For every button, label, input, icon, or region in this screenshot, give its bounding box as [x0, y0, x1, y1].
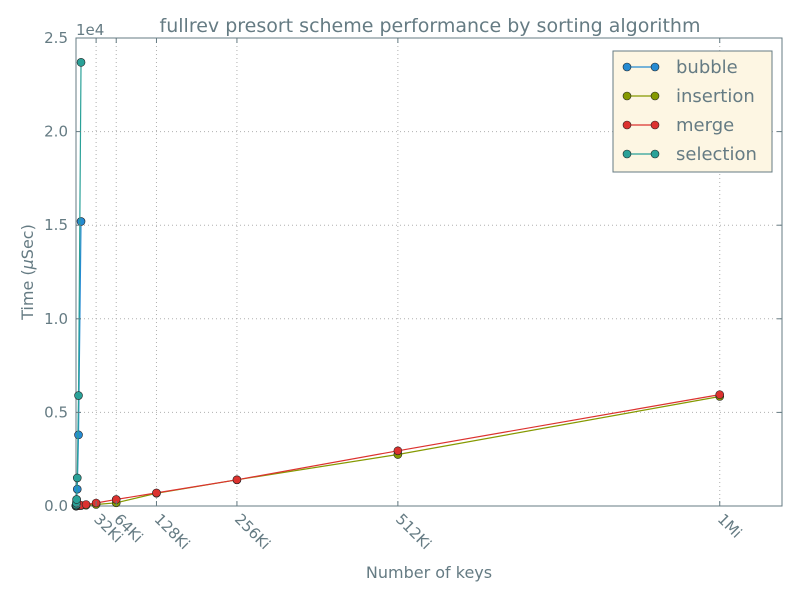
y-axis-label: Time (μSec) [18, 224, 37, 321]
chart-title: fullrev presort scheme performance by so… [160, 15, 701, 37]
legend-label: merge [676, 115, 734, 136]
legend-marker [650, 62, 660, 72]
legend-label: bubble [676, 57, 738, 78]
legend-marker [622, 120, 632, 130]
legend-box [612, 50, 773, 173]
legend-entry-bubble: bubble [622, 57, 738, 78]
legend-marker [650, 120, 660, 130]
y-tick-label: 0.5 [44, 403, 68, 421]
data-point-bubble [76, 217, 86, 226]
x-axis-label: Number of keys [366, 563, 492, 582]
legend-marker [622, 62, 632, 72]
legend-marker [622, 91, 632, 101]
legend-label: insertion [676, 86, 755, 107]
legend-marker [650, 149, 660, 159]
y-tick-label: 1.0 [44, 310, 68, 328]
y-exponent-label: 1e4 [76, 21, 104, 39]
legend-marker [622, 149, 632, 159]
y-tick-label: 1.5 [44, 216, 68, 234]
data-point-merge [232, 475, 242, 485]
legend-label: selection [676, 144, 757, 165]
data-point-selection [72, 495, 81, 504]
y-tick-label: 0.0 [44, 497, 68, 515]
legend-marker [650, 91, 660, 101]
legend: bubble insertion merge selection [612, 50, 773, 173]
data-point-merge [393, 446, 403, 456]
y-axis-label-prefix: Time ( [18, 269, 37, 320]
data-point-selection [76, 58, 86, 67]
data-point-selection [74, 391, 83, 400]
legend-entry-insertion: insertion [622, 86, 755, 107]
data-point-selection [72, 473, 82, 483]
y-tick-label: 2.5 [44, 29, 68, 47]
y-axis-label-mu: μ [18, 259, 37, 270]
y-axis-label-suffix: Sec) [18, 224, 37, 259]
data-point-merge [152, 488, 161, 498]
y-tick-label: 2.0 [44, 123, 68, 141]
data-point-merge [81, 500, 91, 509]
plot-frame [75, 37, 783, 507]
data-point-merge [715, 390, 725, 399]
legend-entry-merge: merge [622, 115, 734, 136]
legend-entry-selection: selection [622, 144, 757, 165]
